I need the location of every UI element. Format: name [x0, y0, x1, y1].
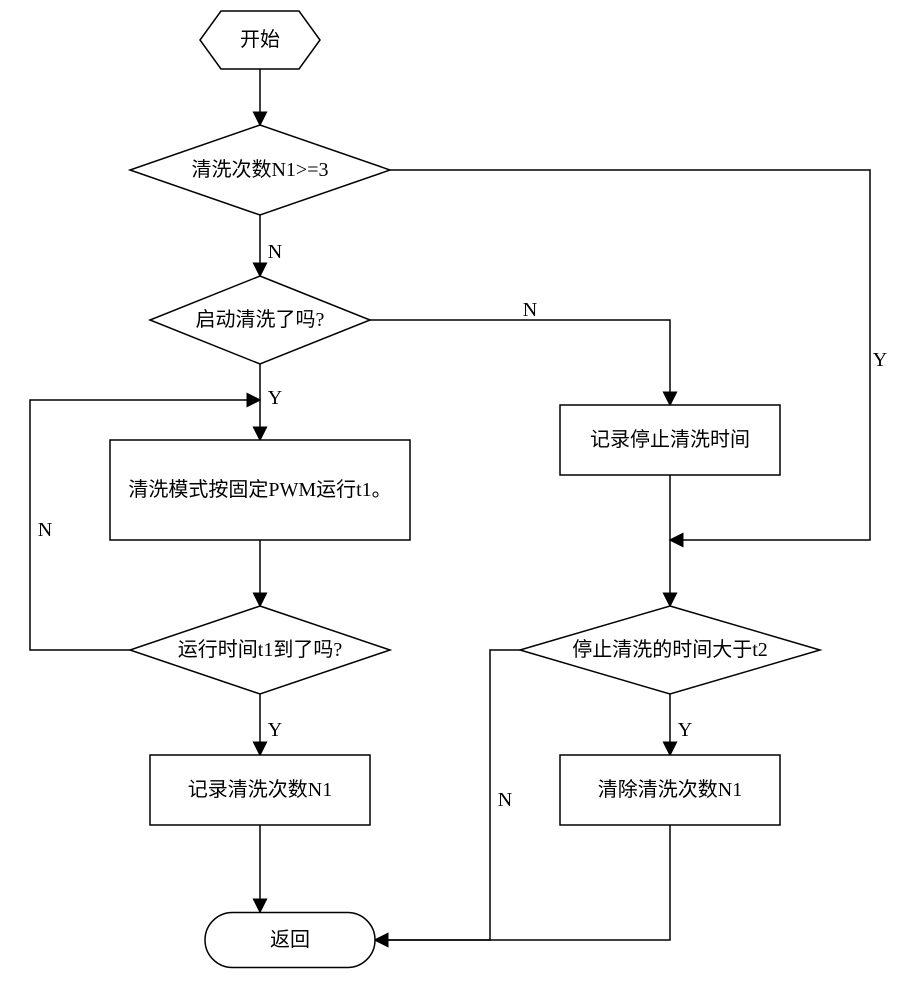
- svg-text:记录清洗次数N1: 记录清洗次数N1: [188, 778, 332, 801]
- svg-text:Y: Y: [268, 387, 282, 409]
- svg-text:运行时间t1到了吗?: 运行时间t1到了吗?: [178, 638, 343, 661]
- svg-text:清洗次数N1>=3: 清洗次数N1>=3: [191, 158, 328, 181]
- svg-text:停止清洗的时间大于t2: 停止清洗的时间大于t2: [572, 638, 768, 661]
- svg-text:Y: Y: [678, 719, 692, 741]
- svg-text:开始: 开始: [240, 28, 280, 51]
- svg-text:清洗模式按固定PWM运行t1。: 清洗模式按固定PWM运行t1。: [128, 478, 391, 501]
- edge: [390, 170, 870, 540]
- svg-text:N: N: [498, 789, 512, 811]
- svg-text:N: N: [523, 299, 537, 321]
- svg-text:Y: Y: [268, 719, 282, 741]
- svg-text:Y: Y: [873, 349, 887, 371]
- svg-text:启动清洗了吗?: 启动清洗了吗?: [196, 308, 325, 331]
- svg-text:N: N: [38, 519, 52, 541]
- svg-text:清除清洗次数N1: 清除清洗次数N1: [598, 778, 742, 801]
- svg-text:返回: 返回: [270, 928, 310, 951]
- svg-text:记录停止清洗时间: 记录停止清洗时间: [590, 428, 750, 451]
- edge: [375, 825, 670, 940]
- svg-text:N: N: [268, 241, 282, 263]
- edge: [370, 320, 670, 405]
